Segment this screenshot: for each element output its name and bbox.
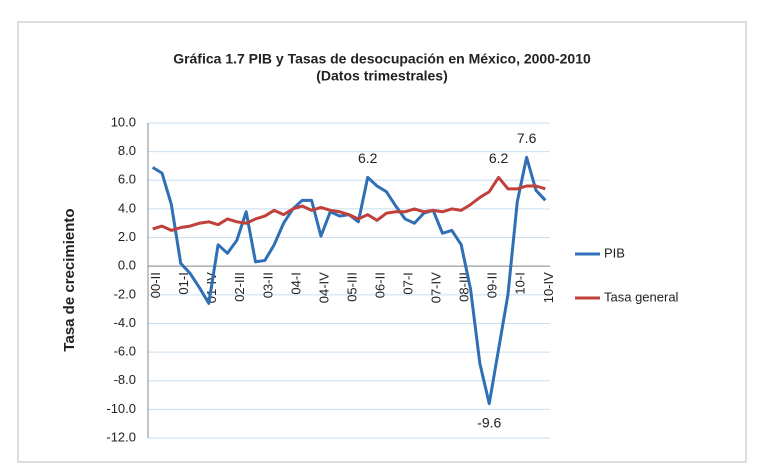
y-axis-label: Tasa de crecimiento bbox=[61, 208, 78, 351]
chart-subtitle: (Datos trimestrales) bbox=[316, 68, 448, 84]
x-tick-label: 09-II bbox=[485, 272, 500, 298]
data-label: 7.6 bbox=[517, 130, 537, 146]
x-tick-label: 04-IV bbox=[316, 272, 331, 303]
x-tick-label: 02-III bbox=[232, 272, 247, 302]
y-tick-label: 2.0 bbox=[118, 229, 136, 244]
x-tick-label: 01-I bbox=[176, 272, 191, 294]
frame bbox=[17, 21, 747, 463]
chart-title: Gráfica 1.7 PIB y Tasas de desocupación … bbox=[173, 51, 591, 67]
y-tick-label: -4.0 bbox=[114, 315, 136, 330]
x-tick-label: 07-I bbox=[401, 272, 416, 294]
y-tick-label: 8.0 bbox=[118, 143, 136, 158]
y-tick-label: -6.0 bbox=[114, 344, 136, 359]
x-tick-label: 00-II bbox=[148, 272, 163, 298]
data-label: 6.2 bbox=[358, 150, 378, 166]
x-tick-label: 10-IV bbox=[541, 272, 556, 303]
series-line bbox=[152, 175, 546, 232]
data-label: -9.6 bbox=[477, 414, 501, 430]
x-tick-label: 07-IV bbox=[429, 272, 444, 303]
x-tick-label: 03-II bbox=[260, 272, 275, 298]
x-tick-label: 05-III bbox=[344, 272, 359, 302]
y-tick-label: 6.0 bbox=[118, 172, 136, 187]
y-tick-label: 4.0 bbox=[118, 200, 136, 215]
x-tick-label: 06-II bbox=[372, 272, 387, 298]
legend-label: PIB bbox=[604, 245, 625, 260]
x-tick-label: 04-I bbox=[288, 272, 303, 294]
y-tick-label: 0.0 bbox=[118, 258, 136, 273]
y-tick-label: -2.0 bbox=[114, 286, 136, 301]
x-tick-label: 10-I bbox=[513, 272, 528, 294]
y-tick-label: 10.0 bbox=[111, 114, 136, 129]
y-tick-label: -10.0 bbox=[106, 401, 136, 416]
legend-label: Tasa general bbox=[604, 289, 679, 304]
y-tick-label: -12.0 bbox=[106, 429, 136, 444]
y-tick-label: -8.0 bbox=[114, 372, 136, 387]
data-label: 6.2 bbox=[489, 150, 509, 166]
